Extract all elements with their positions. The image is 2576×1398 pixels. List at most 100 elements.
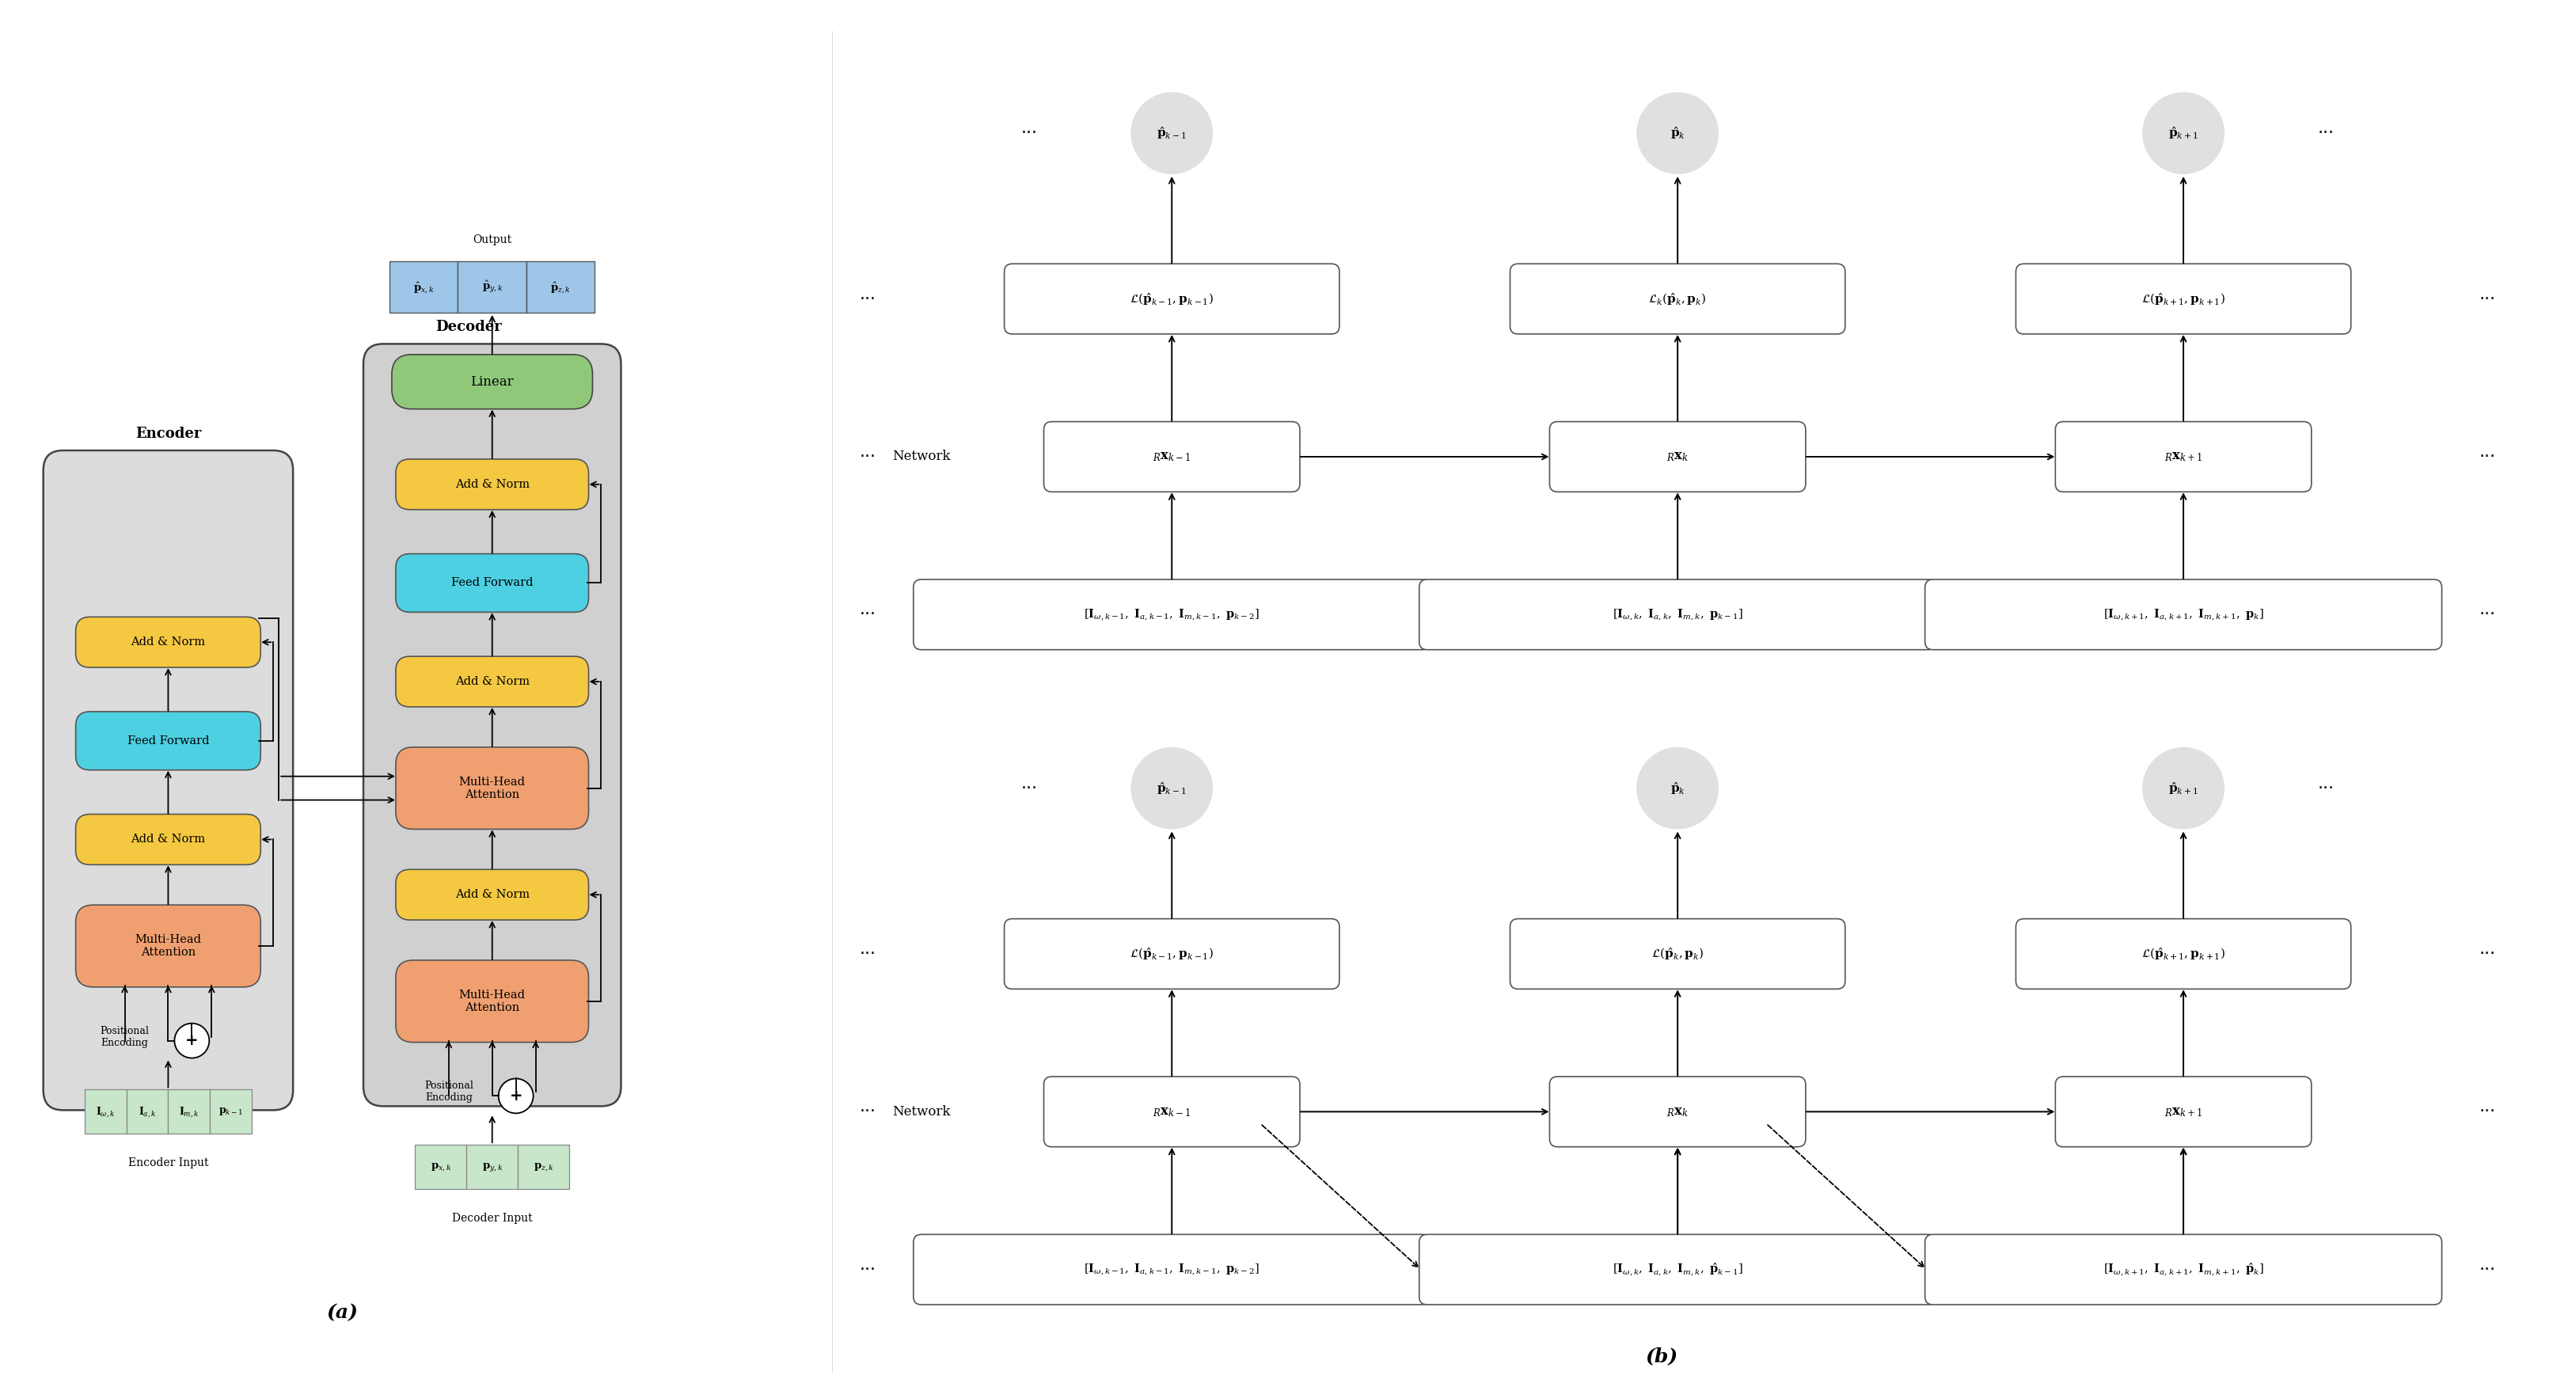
FancyBboxPatch shape	[44, 450, 294, 1110]
Text: $\hat{\mathbf{p}}_k$: $\hat{\mathbf{p}}_k$	[1669, 126, 1685, 141]
FancyBboxPatch shape	[167, 1089, 211, 1134]
Text: Linear: Linear	[471, 375, 513, 389]
FancyBboxPatch shape	[1510, 918, 1844, 988]
Text: $_R\mathbf{x}_{k+1}$: $_R\mathbf{x}_{k+1}$	[2164, 450, 2202, 464]
Text: $_R\mathbf{x}_{k-1}$: $_R\mathbf{x}_{k-1}$	[1151, 450, 1190, 464]
Text: ···: ···	[2316, 126, 2334, 141]
Text: ···: ···	[2316, 780, 2334, 795]
FancyBboxPatch shape	[397, 960, 587, 1043]
Text: ···: ···	[2478, 449, 2496, 464]
Circle shape	[175, 1023, 209, 1058]
FancyBboxPatch shape	[1043, 422, 1298, 492]
FancyBboxPatch shape	[75, 617, 260, 667]
Text: Network: Network	[891, 450, 951, 464]
FancyBboxPatch shape	[2014, 918, 2349, 988]
Text: Add & Norm: Add & Norm	[456, 889, 528, 900]
Text: $\mathcal{L}(\hat{\mathbf{p}}_{k+1},\mathbf{p}_{k+1})$: $\mathcal{L}(\hat{\mathbf{p}}_{k+1},\mat…	[2141, 291, 2226, 306]
Circle shape	[1131, 747, 1213, 829]
Text: $\mathbf{I}_{a,k}$: $\mathbf{I}_{a,k}$	[139, 1106, 157, 1118]
FancyBboxPatch shape	[415, 1145, 466, 1190]
Text: $[\mathbf{I}_{\omega,k},\ \mathbf{I}_{a,k},\ \mathbf{I}_{m,k},\ \mathbf{p}_{k-1}: $[\mathbf{I}_{\omega,k},\ \mathbf{I}_{a,…	[1613, 607, 1741, 622]
FancyBboxPatch shape	[2056, 1076, 2311, 1146]
FancyBboxPatch shape	[75, 712, 260, 770]
Text: ···: ···	[858, 607, 876, 622]
Text: ···: ···	[858, 291, 876, 306]
FancyBboxPatch shape	[518, 1145, 569, 1190]
Circle shape	[2141, 747, 2223, 829]
Text: $[\mathbf{I}_{\omega,k+1},\ \mathbf{I}_{a,k+1},\ \mathbf{I}_{m,k+1},\ \mathbf{p}: $[\mathbf{I}_{\omega,k+1},\ \mathbf{I}_{…	[2102, 607, 2262, 622]
Text: $\hat{\mathbf{p}}_{y,k}$: $\hat{\mathbf{p}}_{y,k}$	[482, 280, 502, 295]
Text: $\hat{\mathbf{p}}_{x,k}$: $\hat{\mathbf{p}}_{x,k}$	[412, 280, 433, 294]
Text: $\hat{\mathbf{p}}_{k-1}$: $\hat{\mathbf{p}}_{k-1}$	[1157, 780, 1188, 795]
Text: (a): (a)	[327, 1303, 358, 1323]
Text: $\mathcal{L}_k(\hat{\mathbf{p}}_k,\mathbf{p}_k)$: $\mathcal{L}_k(\hat{\mathbf{p}}_k,\mathb…	[1649, 291, 1705, 306]
Text: $\mathbf{I}_{m,k}$: $\mathbf{I}_{m,k}$	[178, 1106, 198, 1118]
Text: $_R\mathbf{x}_{k-1}$: $_R\mathbf{x}_{k-1}$	[1151, 1104, 1190, 1118]
Text: $[\mathbf{I}_{\omega,k-1},\ \mathbf{I}_{a,k-1},\ \mathbf{I}_{m,k-1},\ \mathbf{p}: $[\mathbf{I}_{\omega,k-1},\ \mathbf{I}_{…	[1084, 1262, 1260, 1276]
Text: $_R\mathbf{x}_{k+1}$: $_R\mathbf{x}_{k+1}$	[2164, 1104, 2202, 1118]
FancyBboxPatch shape	[466, 1145, 518, 1190]
FancyBboxPatch shape	[75, 905, 260, 987]
FancyBboxPatch shape	[397, 870, 587, 920]
Text: ···: ···	[1020, 126, 1038, 141]
Text: ···: ···	[858, 1104, 876, 1120]
FancyBboxPatch shape	[2056, 422, 2311, 492]
Text: Network: Network	[891, 1104, 951, 1118]
Text: Add & Norm: Add & Norm	[456, 677, 528, 688]
Text: Feed Forward: Feed Forward	[451, 577, 533, 589]
Text: $[\mathbf{I}_{\omega,k+1},\ \mathbf{I}_{a,k+1},\ \mathbf{I}_{m,k+1},\ \hat{\math: $[\mathbf{I}_{\omega,k+1},\ \mathbf{I}_{…	[2102, 1261, 2262, 1278]
Text: Input: Input	[914, 1262, 951, 1276]
Text: +: +	[185, 1033, 198, 1048]
Text: $\mathcal{L}(\hat{\mathbf{p}}_{k+1},\mathbf{p}_{k+1})$: $\mathcal{L}(\hat{\mathbf{p}}_{k+1},\mat…	[2141, 946, 2226, 962]
Text: Multi-Head
Attention: Multi-Head Attention	[459, 990, 526, 1014]
Text: $\mathbf{p}_{y,k}$: $\mathbf{p}_{y,k}$	[482, 1160, 502, 1173]
FancyBboxPatch shape	[392, 355, 592, 410]
Text: Add & Norm: Add & Norm	[131, 636, 206, 647]
Text: ···: ···	[2478, 946, 2496, 962]
Text: Decoder: Decoder	[435, 320, 502, 334]
FancyBboxPatch shape	[459, 261, 526, 313]
Text: Input: Input	[914, 608, 951, 621]
FancyBboxPatch shape	[1510, 264, 1844, 334]
Text: ···: ···	[858, 449, 876, 464]
FancyBboxPatch shape	[1005, 918, 1340, 988]
FancyBboxPatch shape	[1548, 1076, 1806, 1146]
Text: $_R\mathbf{x}_k$: $_R\mathbf{x}_k$	[1667, 450, 1687, 464]
Text: +: +	[510, 1089, 523, 1103]
FancyBboxPatch shape	[1419, 1234, 1935, 1304]
FancyBboxPatch shape	[1043, 1076, 1298, 1146]
Text: ···: ···	[2478, 1104, 2496, 1120]
Text: Multi-Head
Attention: Multi-Head Attention	[134, 934, 201, 958]
FancyBboxPatch shape	[2014, 264, 2349, 334]
Text: $\hat{\mathbf{p}}_{k+1}$: $\hat{\mathbf{p}}_{k+1}$	[2169, 126, 2197, 141]
Text: ···: ···	[858, 946, 876, 962]
FancyBboxPatch shape	[211, 1089, 252, 1134]
Text: $[\mathbf{I}_{\omega,k},\ \mathbf{I}_{a,k},\ \mathbf{I}_{m,k},\ \hat{\mathbf{p}}: $[\mathbf{I}_{\omega,k},\ \mathbf{I}_{a,…	[1613, 1261, 1741, 1278]
Text: $_R\mathbf{x}_k$: $_R\mathbf{x}_k$	[1667, 1104, 1687, 1118]
FancyBboxPatch shape	[397, 657, 587, 707]
FancyBboxPatch shape	[397, 459, 587, 510]
Text: Decoder Input: Decoder Input	[451, 1212, 533, 1223]
Text: Feed Forward: Feed Forward	[126, 735, 209, 747]
FancyBboxPatch shape	[363, 344, 621, 1106]
FancyBboxPatch shape	[912, 1234, 1430, 1304]
Text: ···: ···	[858, 1261, 876, 1278]
Text: $\hat{\mathbf{p}}_{z,k}$: $\hat{\mathbf{p}}_{z,k}$	[551, 280, 572, 294]
Text: $\mathbf{p}_{k-1}$: $\mathbf{p}_{k-1}$	[219, 1106, 242, 1117]
Text: $\hat{\mathbf{p}}_k$: $\hat{\mathbf{p}}_k$	[1669, 780, 1685, 795]
Circle shape	[1636, 92, 1718, 175]
Text: $\mathbf{p}_{x,k}$: $\mathbf{p}_{x,k}$	[430, 1162, 451, 1173]
Text: Positional
Encoding: Positional Encoding	[425, 1081, 474, 1103]
Text: Encoder: Encoder	[134, 426, 201, 440]
Text: $\mathbf{p}_{z,k}$: $\mathbf{p}_{z,k}$	[533, 1162, 554, 1173]
Text: (b): (b)	[1646, 1346, 1677, 1366]
FancyBboxPatch shape	[1924, 579, 2442, 650]
Text: $\mathbf{I}_{\omega,k}$: $\mathbf{I}_{\omega,k}$	[95, 1106, 116, 1118]
FancyBboxPatch shape	[526, 261, 595, 313]
FancyBboxPatch shape	[1419, 579, 1935, 650]
Text: $\mathcal{L}(\hat{\mathbf{p}}_k,\mathbf{p}_k)$: $\mathcal{L}(\hat{\mathbf{p}}_k,\mathbf{…	[1651, 946, 1703, 962]
FancyBboxPatch shape	[912, 579, 1430, 650]
FancyBboxPatch shape	[1924, 1234, 2442, 1304]
Text: $\hat{\mathbf{p}}_{k+1}$: $\hat{\mathbf{p}}_{k+1}$	[2169, 780, 2197, 795]
Text: Add & Norm: Add & Norm	[131, 835, 206, 844]
